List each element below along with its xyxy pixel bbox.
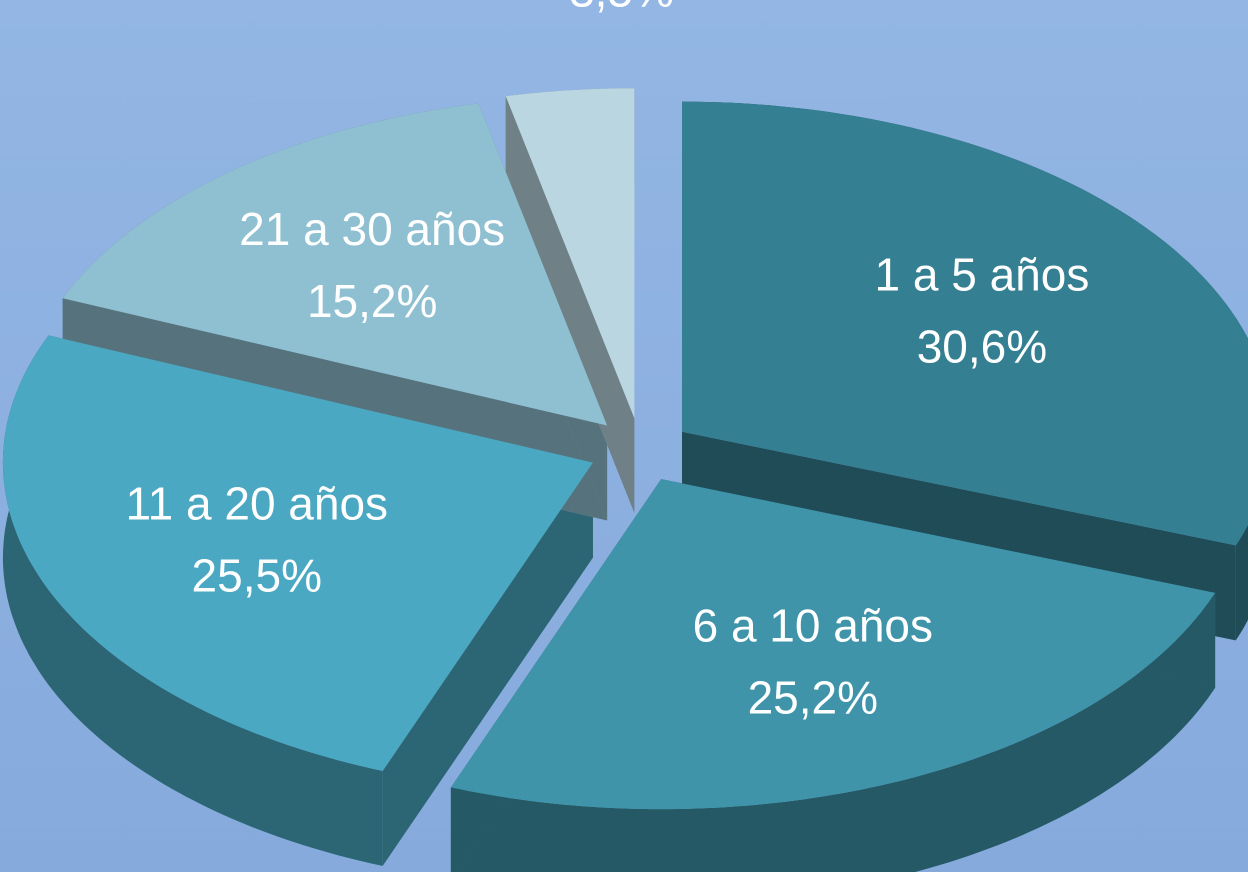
slice-label: 1 a 5 años — [874, 249, 1089, 301]
slice-side-shade — [2, 335, 383, 866]
slice-side-shade — [505, 96, 635, 514]
slice-value-label: 25,2% — [748, 671, 878, 723]
labels: 1 a 5 años 30,6% 6 a 10 años 25,2% 11 a 20 a… — [125, 0, 1089, 723]
slice-value-label: 3,5% — [569, 0, 674, 17]
slice — [505, 88, 635, 419]
slice — [450, 479, 1216, 810]
slice-side-shade — [450, 592, 1216, 872]
slice-label: 21 a 30 años — [239, 203, 505, 255]
slice-side — [450, 592, 1216, 872]
slice-side — [2, 335, 383, 866]
slice-side — [382, 462, 593, 866]
slice — [682, 101, 1248, 546]
slice-side-shade — [382, 462, 593, 866]
pie-tops — [2, 88, 1248, 810]
slice-value-label: 15,2% — [307, 275, 437, 327]
slice-side — [505, 96, 635, 514]
slice-value-label: 30,6% — [917, 321, 1047, 373]
slice — [2, 335, 593, 771]
slice — [62, 103, 608, 426]
slice-label: 6 a 10 años — [693, 599, 933, 651]
slice-value-label: 25,5% — [192, 549, 322, 601]
slice-label: 11 a 20 años — [125, 477, 388, 529]
